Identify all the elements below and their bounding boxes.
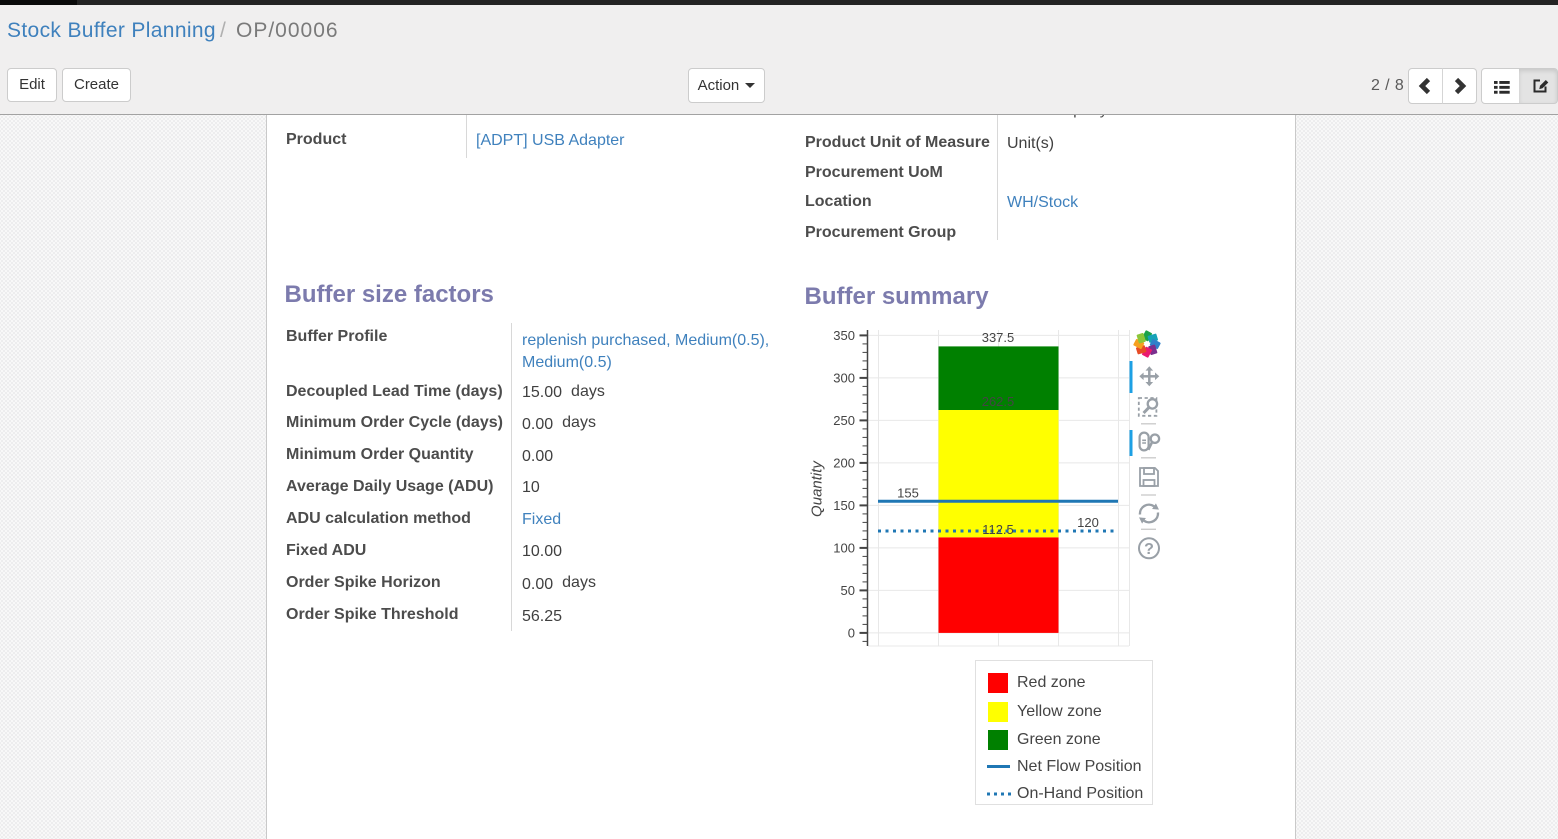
svg-text:50: 50 — [841, 583, 855, 598]
svg-text:?: ? — [1144, 541, 1154, 558]
svg-text:112.5: 112.5 — [982, 522, 1014, 537]
svg-text:100: 100 — [833, 541, 855, 556]
svg-text:337.5: 337.5 — [982, 330, 1015, 345]
svg-text:250: 250 — [833, 413, 855, 428]
svg-text:0: 0 — [848, 626, 855, 641]
svg-text:262.5: 262.5 — [982, 394, 1015, 409]
svg-text:120: 120 — [1077, 515, 1099, 530]
svg-text:350: 350 — [833, 328, 855, 343]
svg-text:150: 150 — [833, 498, 855, 513]
svg-text:300: 300 — [833, 371, 855, 386]
svg-text:155: 155 — [897, 486, 919, 501]
svg-text:Quantity: Quantity — [809, 460, 826, 517]
svg-text:200: 200 — [833, 456, 855, 471]
